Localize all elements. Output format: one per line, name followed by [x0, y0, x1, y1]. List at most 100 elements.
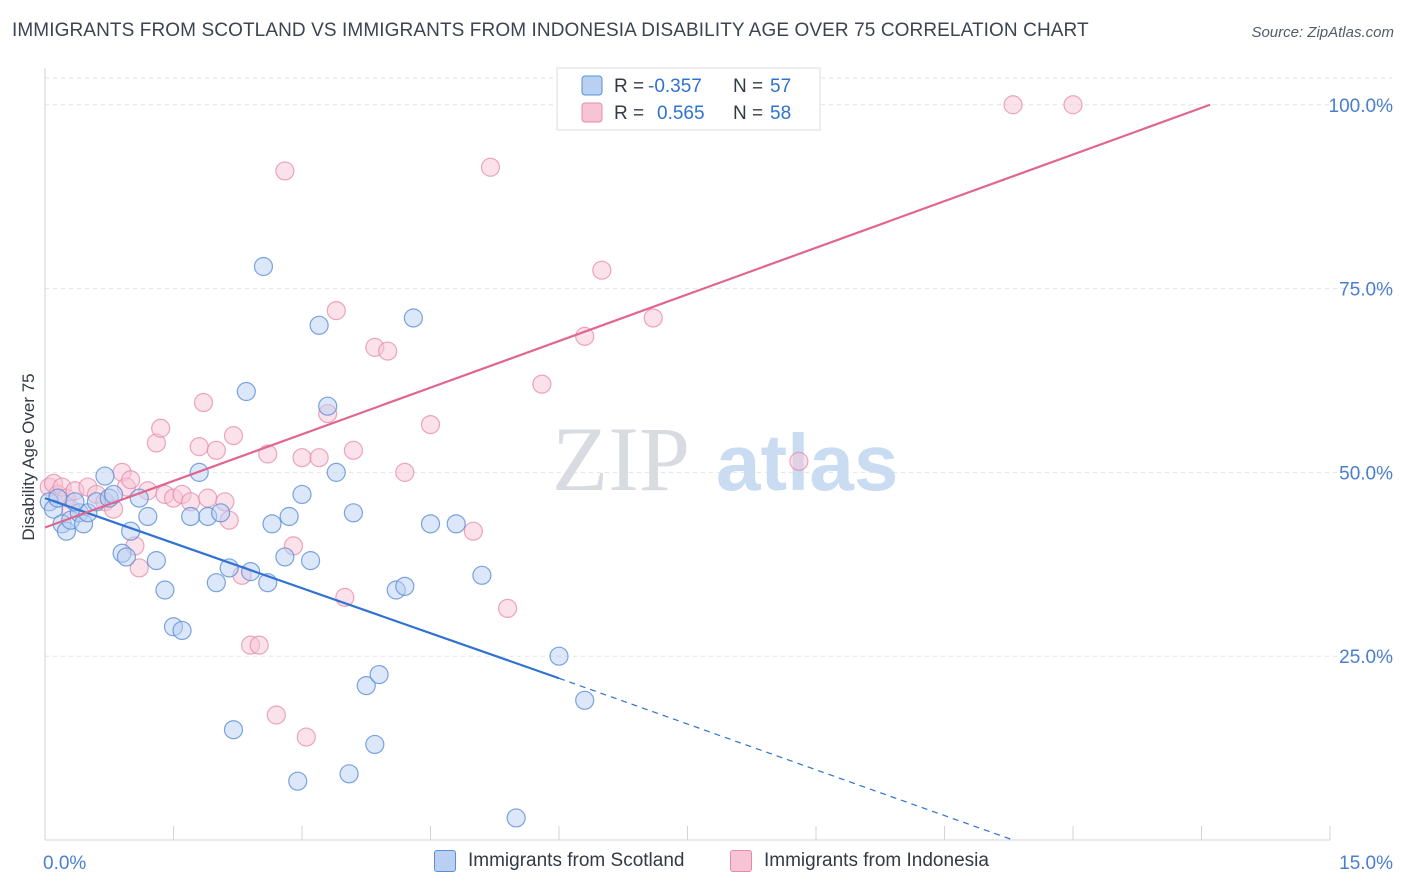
legend-box: R = -0.357 N = 57 R = 0.565 N = 58 [556, 67, 821, 131]
point-scotland [309, 315, 329, 335]
legend-item-scotland: Immigrants from Scotland [434, 850, 684, 872]
point-scotland [288, 771, 308, 791]
y-tick-label-50: 50.0% [1339, 463, 1393, 484]
point-scotland [343, 503, 363, 523]
point-indonesia [151, 418, 171, 438]
point-scotland [253, 256, 274, 277]
point-scotland [403, 308, 423, 328]
point-indonesia [129, 558, 149, 578]
point-scotland [181, 506, 201, 527]
point-indonesia [378, 341, 398, 361]
point-scotland [575, 690, 595, 710]
trend-line-indonesia [44, 103, 1211, 529]
legend-r-value-scotland: -0.357 [648, 76, 702, 97]
point-indonesia [275, 161, 295, 181]
x-tick-label-min: 0.0% [43, 853, 86, 874]
legend-r-label-scotland: R = [614, 76, 644, 97]
point-scotland [211, 503, 231, 523]
chart-title: IMMIGRANTS FROM SCOTLAND VS IMMIGRANTS F… [12, 20, 1089, 41]
point-indonesia [1003, 95, 1023, 115]
y-tick-label-100: 100.0% [1329, 96, 1394, 117]
point-scotland [420, 514, 441, 534]
point-scotland [279, 506, 299, 527]
point-indonesia [189, 437, 209, 457]
legend-swatch-scotland [581, 75, 603, 96]
point-indonesia [206, 440, 226, 460]
axes [44, 68, 1331, 841]
point-indonesia [193, 392, 214, 413]
legend-item-indonesia: Immigrants from Indonesia [730, 850, 989, 872]
point-scotland [369, 664, 389, 685]
point-scotland [326, 462, 346, 482]
legend-bottom-swatch-scotland [434, 850, 456, 872]
legend-swatch-indonesia [581, 102, 603, 123]
y-tick-labels: 25.0% 50.0% 75.0% 100.0% [1329, 96, 1394, 668]
point-scotland [300, 551, 321, 571]
point-indonesia [575, 326, 595, 346]
point-scotland [365, 734, 385, 755]
point-indonesia [249, 635, 269, 655]
point-scotland [262, 514, 282, 534]
legend-r-value-indonesia: 0.565 [657, 103, 705, 124]
y-tick-label-25: 25.0% [1339, 647, 1393, 668]
point-indonesia [1063, 95, 1083, 115]
point-scotland [472, 565, 492, 585]
trend-line-scotland-extension [558, 677, 1014, 841]
y-axis-label: Disability Age Over 75 [19, 373, 38, 540]
point-scotland [292, 484, 312, 505]
legend-n-value-scotland: 57 [770, 76, 791, 97]
legend-bottom-label-indonesia: Immigrants from Indonesia [764, 850, 989, 871]
watermark: ZIP atlas [552, 408, 898, 510]
point-scotland [318, 396, 338, 416]
point-scotland [339, 764, 359, 784]
source-label: Source: ZipAtlas.com [1251, 24, 1394, 41]
point-scotland [506, 808, 526, 828]
point-indonesia [296, 727, 316, 747]
point-indonesia [498, 598, 518, 619]
point-scotland [138, 506, 158, 527]
legend-n-label-indonesia: N = [733, 103, 763, 124]
point-scotland [241, 562, 261, 582]
point-scotland [549, 646, 569, 666]
point-scotland [395, 576, 415, 596]
point-indonesia [463, 521, 483, 541]
point-indonesia [643, 308, 663, 328]
point-scotland [95, 466, 115, 486]
point-indonesia [395, 462, 415, 482]
y-tick-label-75: 75.0% [1339, 280, 1393, 301]
legend-bottom: Immigrants from Scotland Immigrants from… [0, 850, 1406, 880]
legend-bottom-label-scotland: Immigrants from Scotland [468, 850, 685, 871]
point-scotland [155, 580, 175, 600]
point-indonesia [343, 440, 363, 460]
point-indonesia [121, 470, 141, 490]
trend-line-scotland [44, 497, 560, 680]
trend-lines [44, 103, 1211, 841]
point-scotland [206, 573, 226, 593]
watermark-zip: ZIP [552, 408, 690, 510]
point-indonesia [592, 260, 612, 280]
point-scotland [146, 551, 166, 571]
point-indonesia [223, 426, 244, 446]
point-scotland [446, 514, 466, 534]
x-tick-label-max: 15.0% [1339, 853, 1393, 874]
point-indonesia [420, 414, 441, 435]
point-indonesia [480, 157, 501, 177]
point-scotland [236, 381, 256, 402]
point-scotland [356, 675, 376, 696]
legend-n-value-indonesia: 58 [770, 103, 791, 124]
legend-r-label-indonesia: R = [614, 103, 644, 124]
point-scotland [275, 547, 295, 567]
point-indonesia [789, 451, 809, 471]
point-scotland [223, 720, 244, 740]
legend-bottom-swatch-indonesia [730, 850, 752, 872]
point-indonesia [292, 448, 312, 468]
point-indonesia [326, 301, 346, 321]
series-scotland-points [39, 256, 595, 828]
point-scotland [129, 488, 149, 508]
point-indonesia [532, 374, 552, 394]
point-indonesia [198, 488, 218, 508]
legend-n-label-scotland: N = [733, 76, 763, 97]
point-indonesia [266, 705, 286, 725]
point-scotland [172, 620, 192, 641]
